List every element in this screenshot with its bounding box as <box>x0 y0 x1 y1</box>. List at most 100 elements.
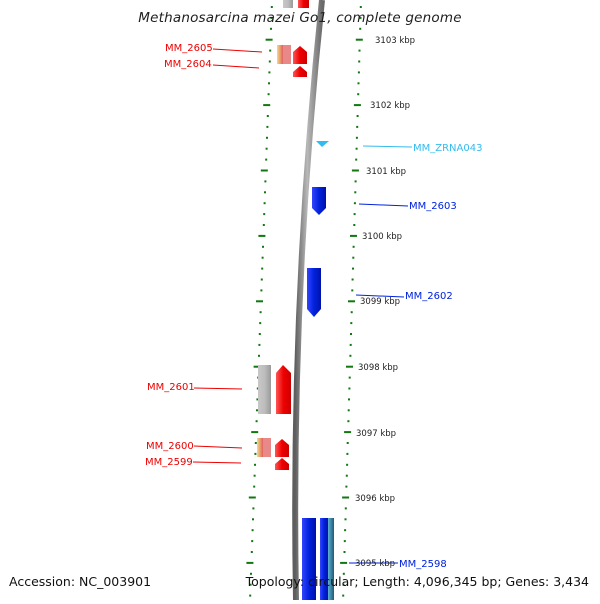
minor-tick-left <box>266 136 268 139</box>
major-tick-left <box>248 496 256 499</box>
connector-mm-2599 <box>192 461 242 464</box>
gene-block-tan-2600[interactable] <box>257 438 263 457</box>
minor-tick-left <box>254 463 256 466</box>
minor-tick-right <box>351 278 354 281</box>
gene-block-mm-2598-b[interactable] <box>320 518 328 600</box>
gene-arrow-mm-2605[interactable] <box>293 46 307 64</box>
minor-tick-right <box>353 202 356 205</box>
minor-tick-right <box>346 463 349 466</box>
gene-arrow-mm-2602[interactable] <box>307 268 321 317</box>
gene-block-mm-2598-a[interactable] <box>302 518 316 600</box>
major-tick-right <box>353 104 361 107</box>
minor-tick-right <box>346 442 349 444</box>
minor-tick-right <box>358 60 361 63</box>
minor-tick-left <box>258 333 261 335</box>
minor-tick-left <box>267 93 270 96</box>
minor-tick-right <box>344 529 347 532</box>
genome-title: Methanosarcina mazei Go1, complete genom… <box>138 10 462 26</box>
scale-label-3096: 3096 kbp <box>355 494 395 504</box>
major-tick-left <box>246 561 254 564</box>
gene-label-mm-2602[interactable]: MM_2602 <box>405 291 453 302</box>
major-tick-right <box>348 300 355 303</box>
major-tick-left <box>260 169 268 172</box>
gene-arrow-mm-2603[interactable] <box>312 187 326 215</box>
minor-tick-right <box>347 409 350 412</box>
major-tick-left <box>265 38 273 41</box>
connector-mm-2602 <box>355 294 405 298</box>
minor-tick-right <box>348 376 351 379</box>
major-tick-right <box>350 234 357 237</box>
scale-label-3103: 3103 kbp <box>375 36 415 46</box>
gene-label-mm-2600[interactable]: MM_2600 <box>146 441 194 452</box>
minor-tick-right <box>356 115 359 117</box>
minor-tick-right <box>350 322 353 325</box>
gene-label-mm-zrna043[interactable]: MM_ZRNA043 <box>413 143 482 154</box>
gene-arrow-mm-2600[interactable] <box>275 439 289 457</box>
gene-block-top-red[interactable] <box>298 0 309 8</box>
minor-tick-right <box>352 267 354 270</box>
scale-labels: 3103 kbp 3102 kbp 3101 kbp 3100 kbp 3099… <box>355 36 415 569</box>
minor-tick-right <box>354 191 357 194</box>
accession-text: Accession: NC_003901 <box>9 574 152 589</box>
connector-mm-2605 <box>212 48 263 53</box>
minor-tick-right <box>353 224 356 226</box>
gene-block-top-gray[interactable] <box>283 0 293 8</box>
minor-tick-left <box>251 529 254 532</box>
connector-mm-zrna043 <box>362 145 413 148</box>
scale-label-3098: 3098 kbp <box>358 363 398 373</box>
minor-tick-left <box>266 115 269 117</box>
connector-mm-2603 <box>358 203 409 207</box>
gene-label-mm-2603[interactable]: MM_2603 <box>409 201 457 212</box>
gene-block-tan[interactable] <box>277 45 283 64</box>
minor-tick-right <box>348 398 350 401</box>
minor-tick-left <box>264 191 266 194</box>
major-tick-right <box>351 169 359 172</box>
minor-tick-left <box>256 409 258 412</box>
gene-arrow-mm-2604[interactable] <box>293 66 307 77</box>
gene-arrow-mm-zrna043[interactable] <box>316 141 329 147</box>
minor-tick-left <box>261 267 264 270</box>
minor-tick-right <box>359 27 362 30</box>
connector-mm-2604 <box>212 64 260 69</box>
minor-tick-right <box>356 125 359 128</box>
gene-label-mm-2598[interactable]: MM_2598 <box>399 559 447 570</box>
minor-tick-right <box>342 594 345 597</box>
minor-tick-left <box>260 289 263 292</box>
minor-tick-right <box>349 343 352 346</box>
minor-tick-right <box>343 540 346 543</box>
gene-label-mm-2605[interactable]: MM_2605 <box>165 43 213 54</box>
gene-block-gray-2601[interactable] <box>258 365 271 414</box>
minor-tick-left <box>260 278 263 281</box>
gene-block-pink[interactable] <box>283 45 291 64</box>
minor-tick-right <box>359 16 362 19</box>
minor-tick-right <box>344 507 347 510</box>
minor-tick-left <box>266 125 269 128</box>
gene-arrow-mm-2599[interactable] <box>275 458 289 470</box>
minor-tick-right <box>342 572 345 575</box>
gene-label-mm-2599[interactable]: MM_2599 <box>145 457 193 468</box>
minor-tick-right <box>348 387 351 390</box>
gene-block-mm-2598-c[interactable] <box>328 518 334 600</box>
minor-tick-left <box>253 485 256 488</box>
minor-tick-left <box>264 180 267 183</box>
minor-tick-right <box>345 485 348 488</box>
major-tick-right <box>342 496 350 499</box>
major-tick-left <box>253 365 261 368</box>
minor-tick-right <box>358 49 361 52</box>
gene-label-mm-2604[interactable]: MM_2604 <box>164 59 212 70</box>
major-tick-left <box>251 431 259 434</box>
minor-tick-right <box>354 180 357 183</box>
minor-tick-left <box>263 202 266 205</box>
minor-tick-left <box>268 82 270 85</box>
minor-tick-right <box>355 136 358 139</box>
connector-mm-2600 <box>193 445 243 449</box>
gene-label-mm-2601[interactable]: MM_2601 <box>147 382 195 393</box>
gene-block-pink-2600[interactable] <box>263 438 271 457</box>
minor-tick-left <box>255 420 258 423</box>
minor-tick-left <box>249 583 252 586</box>
minor-tick-right <box>352 256 355 259</box>
genome-backbone <box>292 0 325 601</box>
gene-arrow-mm-2601[interactable] <box>276 365 291 414</box>
